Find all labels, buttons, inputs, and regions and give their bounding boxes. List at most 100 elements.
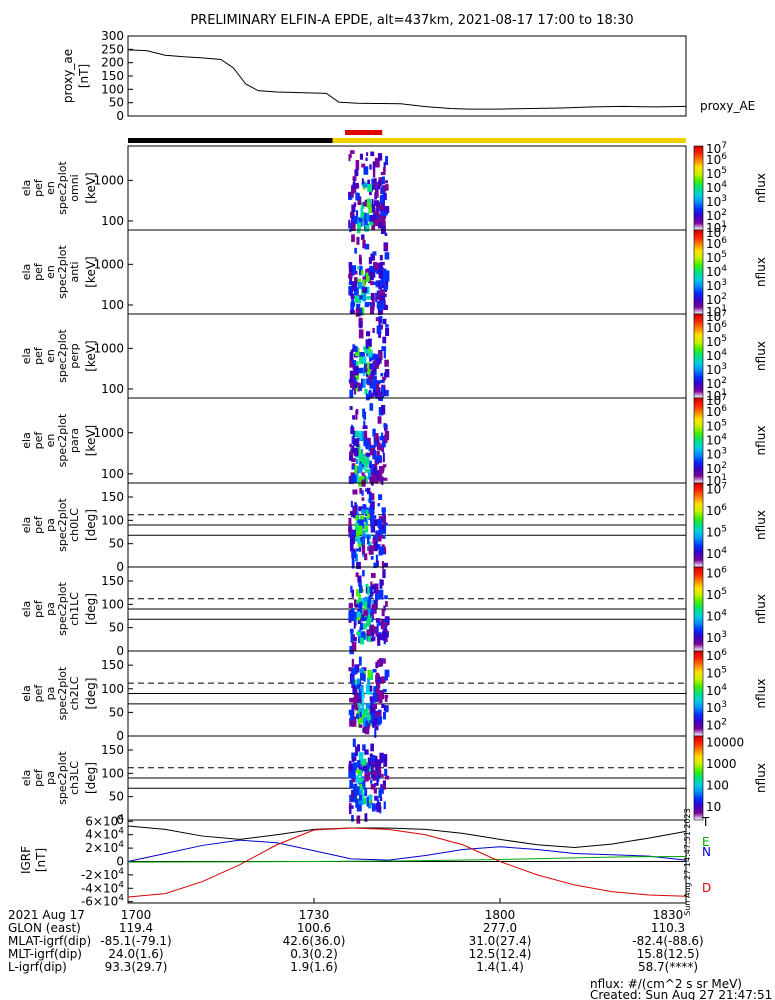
footer-row-label: MLAT-igrf(dip) bbox=[8, 934, 91, 948]
heatmap-cell bbox=[351, 529, 356, 534]
colorbar-tick-exp: 4 bbox=[721, 433, 727, 443]
heatmap-cell bbox=[367, 349, 373, 358]
y-tick-label: 250 bbox=[101, 42, 124, 56]
heatmap-cell bbox=[352, 265, 355, 276]
colorbar-tick-base: 10 bbox=[706, 142, 721, 156]
colorbar-tick: 101 bbox=[706, 388, 727, 403]
heatmap-cell bbox=[361, 530, 365, 537]
y-tick-label: 2×104 bbox=[85, 840, 124, 855]
colorbar-tick-base: 10 bbox=[706, 251, 721, 265]
heatmap-cell bbox=[378, 262, 383, 267]
heatmap-cell bbox=[349, 455, 353, 461]
footer-value: -85.1(-79.1) bbox=[100, 934, 171, 948]
axis-label: ela bbox=[20, 180, 33, 197]
heatmap-cell bbox=[350, 712, 355, 721]
heatmap-cell bbox=[380, 379, 385, 383]
heatmap-cell bbox=[376, 450, 380, 459]
heatmap-cell bbox=[352, 797, 357, 803]
heatmap-cell bbox=[348, 219, 351, 229]
heatmap-cell bbox=[351, 457, 356, 463]
heatmap-cell bbox=[370, 448, 374, 456]
proxy-ae-line bbox=[127, 49, 687, 110]
colorbar-tick-exp: 2 bbox=[721, 461, 727, 471]
heatmap-cell bbox=[358, 691, 362, 699]
y-tick-label: 6×104 bbox=[85, 813, 124, 828]
heatmap-cell bbox=[362, 287, 368, 293]
axis-label: spec2plot bbox=[56, 413, 69, 467]
colorbar-tick: 105 bbox=[706, 666, 727, 681]
heatmap-cell bbox=[361, 234, 365, 240]
y-tick-label-exp: 4 bbox=[118, 840, 124, 850]
heatmap-cell bbox=[380, 290, 385, 299]
footer-value: 31.0(27.4) bbox=[469, 934, 532, 948]
heatmap-cell bbox=[378, 269, 383, 279]
heatmap-cell bbox=[358, 265, 363, 276]
heatmap-cell bbox=[348, 196, 353, 200]
heatmap-cell bbox=[353, 447, 359, 457]
y-tick-label: 100 bbox=[101, 766, 124, 780]
footer-row-label: L-igrf(dip) bbox=[8, 960, 67, 974]
heatmap-cell bbox=[351, 465, 355, 470]
heatmap-cell bbox=[371, 199, 374, 209]
heatmap-cell bbox=[377, 153, 383, 161]
series-label: E bbox=[702, 835, 710, 849]
heatmap-cell bbox=[381, 476, 384, 485]
heatmap-cell bbox=[358, 455, 364, 462]
colorbar-tick-base: 10 bbox=[706, 701, 721, 715]
axis-label: [keV] bbox=[84, 425, 98, 456]
heatmap-cell bbox=[370, 555, 374, 560]
heatmap-cell bbox=[362, 378, 366, 388]
axis-label: ch1LC bbox=[68, 592, 81, 626]
heatmap-cell bbox=[377, 308, 382, 316]
heatmap-cell bbox=[364, 553, 368, 561]
y-tick-label: 150 bbox=[101, 69, 124, 83]
heatmap-cell bbox=[381, 432, 384, 437]
heatmap-cell bbox=[365, 339, 369, 349]
heatmap-cell bbox=[379, 579, 383, 589]
axis-label: spec2plot bbox=[56, 498, 69, 552]
heatmap-cell bbox=[348, 805, 354, 809]
heatmap-cell bbox=[362, 758, 367, 766]
heatmap-cell bbox=[372, 761, 377, 768]
heatmap-cell bbox=[385, 601, 388, 607]
heatmap-cell bbox=[372, 703, 377, 709]
heatmap-cell bbox=[371, 609, 374, 619]
heatmap-cell bbox=[370, 581, 373, 588]
heatmap-cell bbox=[375, 661, 379, 669]
heatmap-cell bbox=[351, 752, 356, 759]
heatmap-cell bbox=[372, 450, 377, 460]
colorbar-label: nflux bbox=[754, 679, 768, 709]
heatmap-cell bbox=[384, 284, 388, 290]
colorbar-tick-base: 10 bbox=[706, 237, 721, 251]
footer-value: 58.7(****) bbox=[638, 960, 698, 974]
heatmap-cell bbox=[381, 535, 385, 539]
heatmap-cell bbox=[363, 623, 367, 630]
colorbar-tick-exp: 5 bbox=[721, 166, 727, 176]
axis-label: ela bbox=[20, 517, 33, 534]
y-tick-label: 300 bbox=[101, 29, 124, 43]
heatmap-cell bbox=[372, 774, 376, 779]
heatmap-cell bbox=[380, 690, 384, 697]
heatmap-cell bbox=[382, 318, 387, 325]
heatmap-cell bbox=[368, 206, 372, 214]
heatmap-cell bbox=[382, 508, 385, 515]
heatmap-cell bbox=[353, 790, 357, 799]
heatmap-cell bbox=[369, 271, 374, 281]
colorbar-tick: 106 bbox=[706, 648, 727, 663]
heatmap-cell bbox=[359, 777, 363, 783]
heatmap-cell bbox=[360, 351, 366, 360]
heatmap-cell bbox=[365, 439, 370, 445]
heatmap-cell bbox=[379, 294, 384, 304]
heatmap-cell bbox=[382, 546, 387, 553]
colorbar-tick-base: 10 bbox=[706, 209, 721, 223]
heatmap-cell bbox=[367, 670, 372, 678]
heatmap-cell bbox=[371, 363, 375, 370]
heatmap-cell bbox=[365, 225, 370, 231]
heatmap-cell bbox=[377, 503, 380, 507]
heatmap-cell bbox=[365, 365, 368, 372]
heatmap-cell bbox=[348, 267, 354, 276]
axis-label: pa bbox=[44, 518, 57, 532]
heatmap-cell bbox=[374, 218, 379, 226]
heatmap-cell bbox=[384, 768, 388, 776]
